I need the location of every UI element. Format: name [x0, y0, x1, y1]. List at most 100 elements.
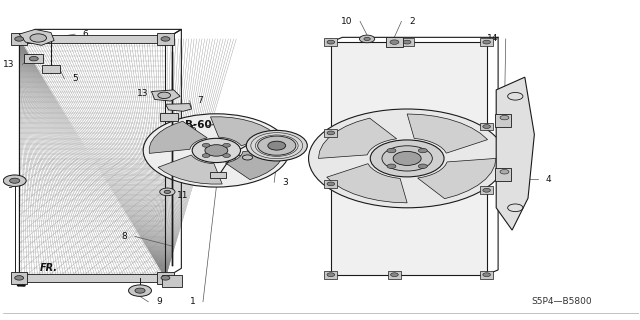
Bar — [19, 35, 166, 43]
Bar — [331, 42, 486, 275]
Circle shape — [387, 148, 396, 153]
Circle shape — [164, 190, 170, 194]
Bar — [162, 275, 182, 287]
Circle shape — [364, 37, 371, 41]
Circle shape — [419, 148, 428, 153]
Circle shape — [205, 145, 228, 156]
Text: 14: 14 — [477, 134, 488, 143]
Circle shape — [3, 175, 26, 187]
Circle shape — [161, 276, 170, 280]
Circle shape — [243, 155, 253, 160]
Text: 10: 10 — [341, 17, 353, 26]
Text: 8: 8 — [122, 232, 127, 241]
Bar — [388, 270, 401, 279]
Text: 9: 9 — [156, 297, 162, 306]
Circle shape — [258, 136, 296, 155]
Text: B-60: B-60 — [184, 120, 211, 130]
Bar — [324, 270, 337, 279]
Text: 4: 4 — [545, 175, 551, 184]
Bar — [42, 65, 60, 73]
Bar — [480, 38, 493, 46]
Bar — [324, 38, 337, 46]
Circle shape — [202, 143, 210, 147]
Bar — [324, 129, 337, 137]
Text: 2: 2 — [409, 17, 415, 26]
Text: 12: 12 — [232, 155, 244, 164]
Polygon shape — [158, 155, 222, 184]
Circle shape — [10, 178, 20, 183]
Text: 6: 6 — [83, 30, 88, 39]
Text: 11: 11 — [177, 191, 188, 200]
Polygon shape — [327, 164, 407, 203]
Circle shape — [390, 40, 399, 44]
Text: 5: 5 — [72, 74, 77, 83]
Circle shape — [360, 35, 374, 43]
Circle shape — [387, 164, 396, 168]
Circle shape — [308, 109, 506, 208]
Bar — [386, 37, 403, 47]
Circle shape — [500, 170, 509, 174]
Circle shape — [500, 116, 509, 120]
Text: 3: 3 — [282, 178, 287, 187]
Text: 5: 5 — [190, 125, 196, 134]
Circle shape — [135, 288, 145, 293]
Circle shape — [160, 188, 175, 196]
Circle shape — [223, 143, 230, 147]
Text: 1: 1 — [189, 297, 195, 306]
Bar — [324, 180, 337, 188]
Circle shape — [327, 182, 335, 186]
Bar — [160, 113, 177, 121]
Circle shape — [390, 273, 398, 276]
Bar — [495, 168, 511, 181]
Circle shape — [15, 37, 24, 41]
Text: 7: 7 — [197, 96, 203, 105]
Circle shape — [327, 40, 335, 44]
Circle shape — [327, 273, 335, 276]
Polygon shape — [418, 158, 496, 199]
Circle shape — [246, 130, 307, 161]
Circle shape — [327, 131, 335, 135]
Bar — [480, 270, 493, 279]
Polygon shape — [149, 121, 207, 153]
Bar — [19, 274, 166, 282]
Text: FR.: FR. — [40, 263, 58, 273]
Circle shape — [483, 124, 490, 128]
Circle shape — [202, 154, 210, 157]
Circle shape — [483, 188, 490, 192]
Polygon shape — [152, 90, 180, 101]
Text: 9: 9 — [7, 181, 13, 190]
Polygon shape — [166, 104, 191, 111]
Polygon shape — [407, 114, 488, 153]
Circle shape — [192, 138, 241, 163]
Circle shape — [158, 92, 170, 99]
Circle shape — [129, 285, 152, 296]
Polygon shape — [225, 148, 284, 180]
Circle shape — [15, 276, 24, 280]
Bar — [480, 187, 493, 194]
Bar — [495, 114, 511, 126]
Circle shape — [483, 273, 490, 276]
Bar — [157, 272, 173, 284]
Polygon shape — [19, 29, 54, 45]
Bar — [157, 33, 173, 45]
Bar — [210, 172, 226, 178]
Circle shape — [143, 114, 289, 187]
Polygon shape — [496, 77, 534, 230]
Text: S5P4—B5800: S5P4—B5800 — [531, 297, 592, 306]
Text: 14: 14 — [487, 35, 498, 44]
Bar — [480, 123, 493, 130]
Bar — [11, 272, 28, 284]
Circle shape — [393, 151, 421, 165]
Circle shape — [161, 37, 170, 41]
Circle shape — [30, 34, 47, 42]
Circle shape — [268, 141, 285, 150]
Circle shape — [371, 140, 444, 177]
Circle shape — [382, 146, 433, 171]
Circle shape — [403, 40, 411, 44]
Text: 13: 13 — [3, 60, 15, 69]
Polygon shape — [211, 117, 275, 146]
Circle shape — [419, 164, 428, 168]
Polygon shape — [319, 118, 397, 158]
Text: 13: 13 — [137, 89, 148, 98]
Circle shape — [223, 154, 230, 157]
